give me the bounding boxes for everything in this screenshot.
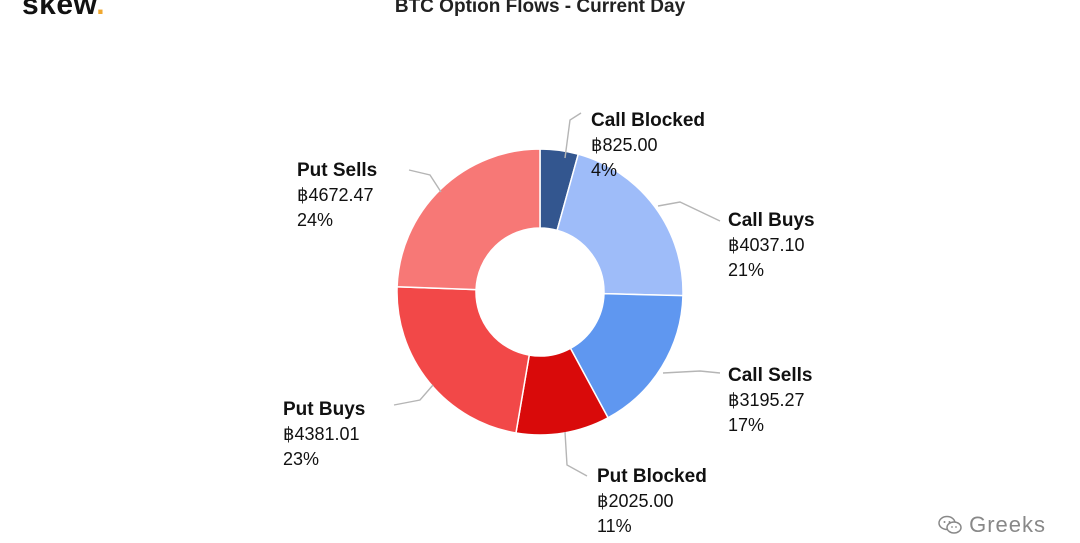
slice-label-name: Put Buys [283,399,365,420]
slice-label-percent: 17% [728,415,764,435]
leader-line [408,169,442,193]
slice-label-value: ฿2025.00 [597,491,674,511]
watermark: Greeks [937,512,1046,538]
slice-label-name: Call Buys [728,210,815,231]
leader-line [662,370,721,374]
slice-call-buys[interactable] [556,153,684,297]
leader-line [393,384,434,406]
skew-logo: skew. [22,0,106,21]
slice-label-value: ฿3195.27 [728,390,805,410]
slice-label-percent: 4% [591,160,617,180]
slice-label-value: ฿4672.47 [297,185,374,205]
slice-label-value: ฿825.00 [591,135,658,155]
slice-label-value: ฿4381.01 [283,424,360,444]
slice-label-name: Put Sells [297,160,377,181]
wechat-icon [938,515,962,534]
slice-label-name: Call Sells [728,365,813,386]
slice-label-name: Call Blocked [591,110,705,131]
leader-line [564,112,582,159]
slice-label-name: Put Blocked [597,466,707,487]
slice-label-percent: 24% [297,210,333,230]
slice-call-sells[interactable] [569,292,684,419]
slice-put-buys[interactable] [396,285,531,434]
slice-put-sells[interactable] [396,148,541,291]
slice-label-percent: 21% [728,260,764,280]
slice-label-value: ฿4037.10 [728,235,805,255]
slice-label-percent: 23% [283,449,319,469]
leader-line [564,431,588,477]
slice-label-percent: 11% [597,516,632,536]
chart-title: BTC Option Flows - Current Day [394,0,686,17]
leader-line [657,201,721,222]
